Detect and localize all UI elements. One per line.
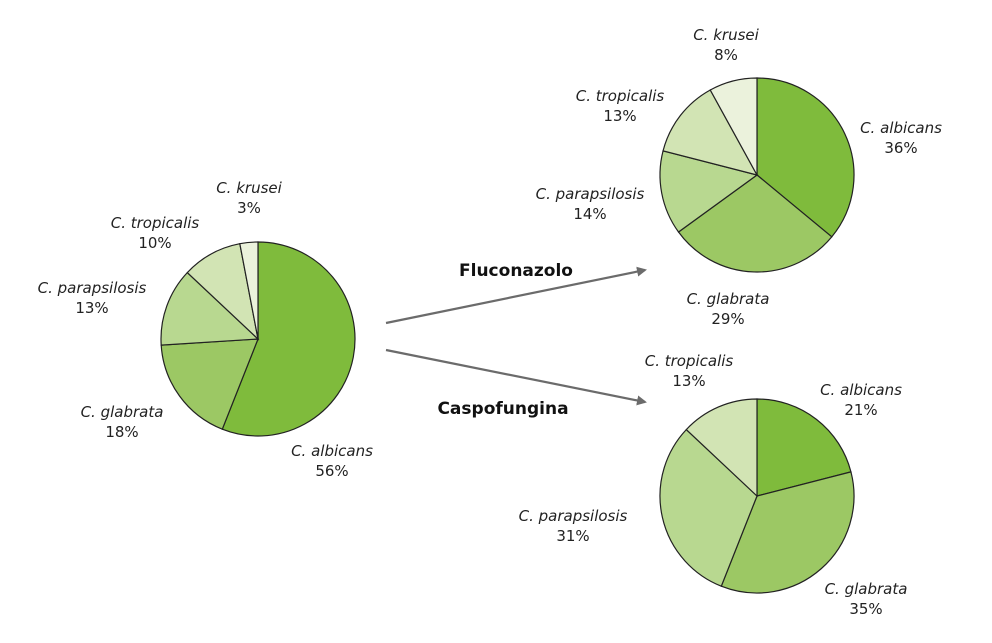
pie-chart-fluconazolo: C. albicans 36% C. glabrata 29% C. parapsilo… xyxy=(536,26,942,328)
slice-label-c-krusei: C. krusei xyxy=(216,179,282,197)
slice-label-c-tropicalis: C. tropicalis xyxy=(645,352,734,370)
slice-value-c-albicans: 56% xyxy=(315,462,348,480)
slice-label-c-parapsilosis: C. parapsilosis xyxy=(38,279,147,297)
pie-slice-c-krusei xyxy=(709,77,758,176)
arrow-label-fluconazolo: Fluconazolo xyxy=(459,261,573,281)
slice-value-c-glabrata: 18% xyxy=(105,423,138,441)
slice-label-c-krusei: C. krusei xyxy=(693,26,759,44)
slice-value-c-tropicalis: 10% xyxy=(138,234,171,252)
slice-label-c-albicans: C. albicans xyxy=(291,442,373,460)
pie-slice-c-glabrata xyxy=(720,471,855,594)
pie-slice-c-albicans xyxy=(221,241,356,437)
arrows-group: Fluconazolo Caspofungina xyxy=(385,261,647,419)
arrow-label-caspofungina: Caspofungina xyxy=(437,399,568,419)
slice-label-c-albicans: C. albicans xyxy=(860,119,942,137)
slice-label-c-glabrata: C. glabrata xyxy=(81,403,164,421)
slice-value-c-albicans: 36% xyxy=(884,139,917,157)
slice-label-c-tropicalis: C. tropicalis xyxy=(111,214,200,232)
arrow-fluconazolo xyxy=(385,266,647,325)
slice-label-c-glabrata: C. glabrata xyxy=(687,290,770,308)
pie-slice-c-parapsilosis xyxy=(160,271,260,346)
pie-chart-baseline: C. albicans 56% C. glabrata 18% C. parapsilo… xyxy=(38,179,373,480)
slice-value-c-tropicalis: 13% xyxy=(603,107,636,125)
slice-label-c-glabrata: C. glabrata xyxy=(825,580,908,598)
slice-value-c-parapsilosis: 14% xyxy=(573,205,606,223)
slice-value-c-parapsilosis: 13% xyxy=(75,299,108,317)
slice-value-c-glabrata: 29% xyxy=(711,310,744,328)
slice-label-c-tropicalis: C. tropicalis xyxy=(576,87,665,105)
pie-slice-c-parapsilosis xyxy=(659,150,759,233)
pie-slice-c-glabrata xyxy=(677,174,833,273)
slice-value-c-krusei: 8% xyxy=(714,46,738,64)
pie-slice-c-albicans xyxy=(756,77,855,238)
slice-label-c-parapsilosis: C. parapsilosis xyxy=(519,507,628,525)
pie-slice-c-tropicalis xyxy=(685,398,758,498)
pie-chart-caspofungina: C. albicans 21% C. glabrata 35% C. parapsilo… xyxy=(519,352,908,618)
arrow-caspofungina xyxy=(385,348,647,406)
slice-value-c-glabrata: 35% xyxy=(849,600,882,618)
slice-value-c-parapsilosis: 31% xyxy=(556,527,589,545)
pie-slice-c-tropicalis xyxy=(662,89,759,176)
slice-value-c-tropicalis: 13% xyxy=(672,372,705,390)
pie-slice-c-albicans xyxy=(756,398,852,497)
pie-slice-c-krusei xyxy=(239,241,259,340)
pie-slice-c-glabrata xyxy=(160,338,259,430)
slice-value-c-albicans: 21% xyxy=(844,401,877,419)
slice-label-c-albicans: C. albicans xyxy=(820,381,902,399)
slice-label-c-parapsilosis: C. parapsilosis xyxy=(536,185,645,203)
slice-value-c-krusei: 3% xyxy=(237,199,261,217)
pie-slice-c-parapsilosis xyxy=(659,428,758,587)
